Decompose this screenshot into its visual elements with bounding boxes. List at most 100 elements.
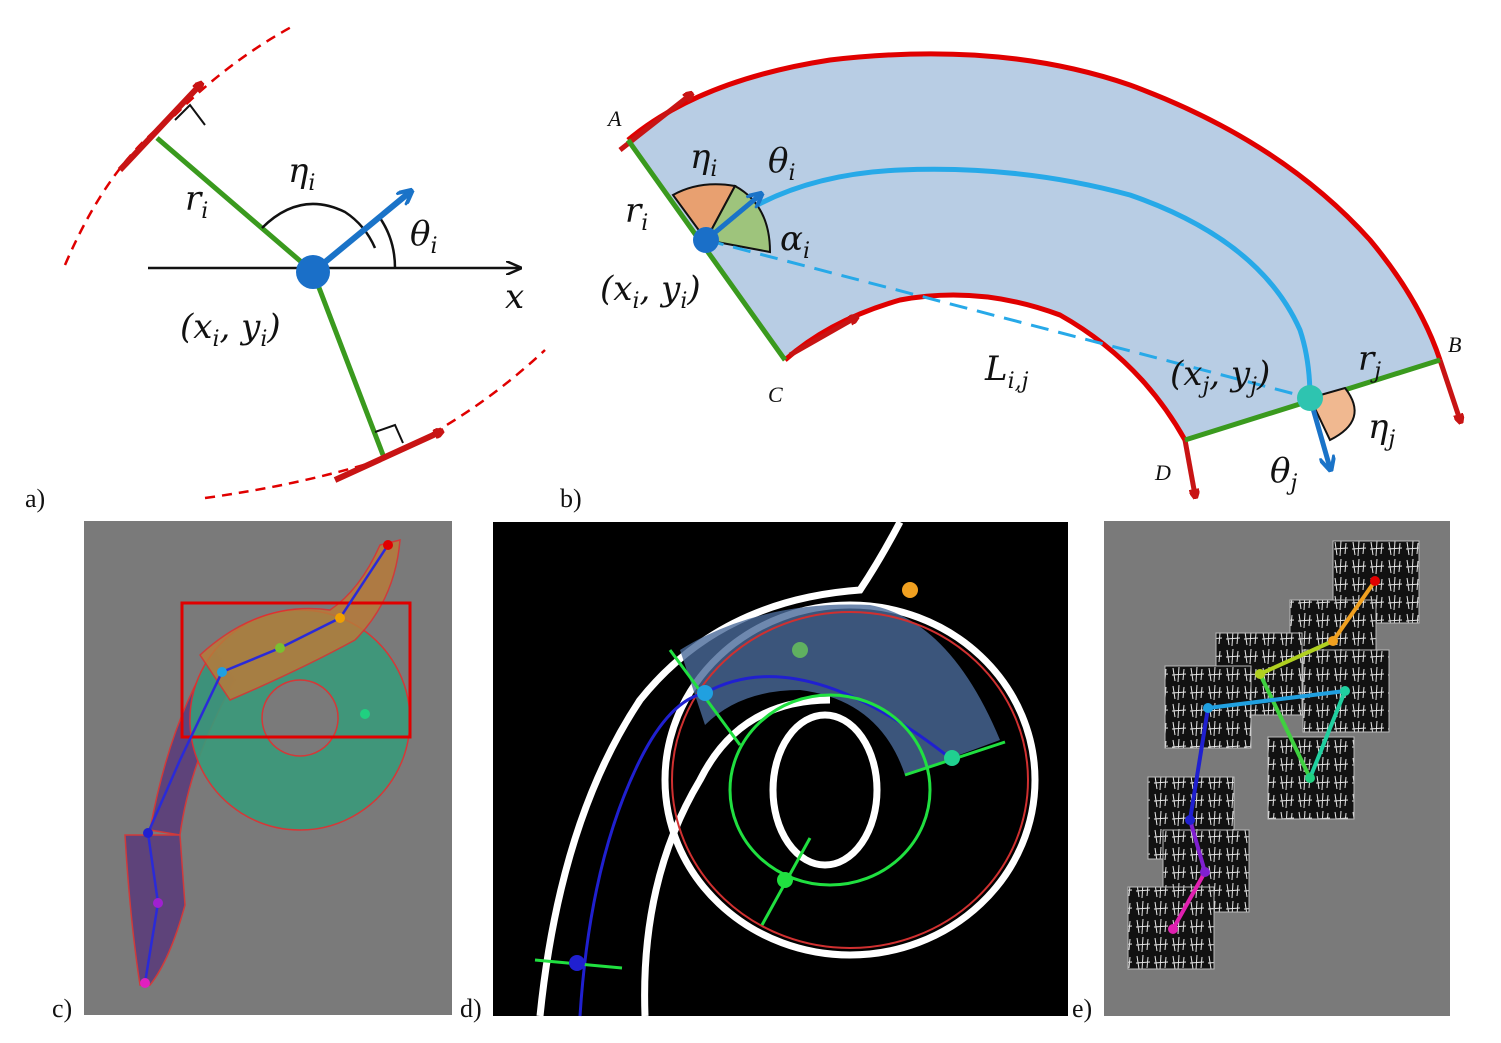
panel-label-d: d) xyxy=(460,994,482,1023)
node-c-7 xyxy=(153,898,163,908)
svg-text:Li,j: Li,j xyxy=(984,349,1029,394)
center-point-i xyxy=(693,227,719,253)
eta-arc xyxy=(261,202,377,249)
svg-text:ri: ri xyxy=(625,191,648,236)
panel-b: A B C D ri ηi θi αi (xi, yi) Li,j (xj, y… xyxy=(600,51,1461,496)
tangent-arrow-top xyxy=(117,85,200,173)
label-L: L xyxy=(984,349,1008,389)
joint-e-5 xyxy=(1305,773,1315,783)
outline-ring-hole xyxy=(769,711,881,869)
heading-arrow xyxy=(311,192,410,275)
bone-e-5 xyxy=(1207,689,1346,710)
eta-i-sector xyxy=(671,183,737,242)
center-point xyxy=(296,255,330,289)
node-d-2 xyxy=(792,642,808,658)
node-d-1 xyxy=(902,582,918,598)
joint-e-7 xyxy=(1185,815,1195,825)
svg-text:ηj: ηj xyxy=(1368,407,1395,452)
joint-e-2 xyxy=(1328,636,1338,646)
radius-lower xyxy=(310,271,386,456)
boundary-arrow-B xyxy=(1437,359,1460,420)
label-pos-i-close: ) xyxy=(686,269,700,309)
label-ri-sub: i xyxy=(641,211,648,236)
label-pos-sub1: i xyxy=(212,327,219,352)
label-pos-i-mid: , y xyxy=(640,269,682,309)
label-rj: r xyxy=(1358,339,1376,379)
label-theta-i: θ xyxy=(768,141,788,181)
label-alpha-i-sub: i xyxy=(803,239,810,264)
svg-text:rj: rj xyxy=(1358,339,1381,384)
label-L-sub: i,j xyxy=(1008,369,1029,394)
svg-text:ri: ri xyxy=(185,179,208,224)
panel-label-c: c) xyxy=(52,994,72,1023)
label-eta-i-sub: i xyxy=(710,157,717,182)
joint-e-6 xyxy=(1203,703,1213,713)
bone-e-1 xyxy=(1331,579,1377,643)
bone-e-8 xyxy=(1171,871,1207,930)
svg-text:ηi: ηi xyxy=(288,151,315,196)
label-theta-i-sub: i xyxy=(788,161,795,186)
label-pos-j-close: ) xyxy=(1256,354,1270,394)
bone-e-7 xyxy=(1188,819,1207,873)
node-c-1 xyxy=(383,540,393,550)
bone-e-3 xyxy=(1258,673,1312,779)
label-alpha-i: α xyxy=(780,219,803,259)
panel-label-b: b) xyxy=(560,484,582,513)
svg-text:θi: θi xyxy=(410,214,438,259)
svg-text:θi: θi xyxy=(768,141,796,186)
right-angle-mark-bottom xyxy=(374,423,404,444)
theta-arc xyxy=(378,217,397,269)
svg-text:αi: αi xyxy=(780,219,810,264)
label-theta: θ xyxy=(410,214,430,254)
label-pos-close: ) xyxy=(266,307,280,347)
tangent-arrow-bottom xyxy=(333,432,440,483)
svg-text:(xi, yi): (xi, yi) xyxy=(180,307,281,352)
label-pos-i-sub1: i xyxy=(632,289,639,314)
joint-e-8 xyxy=(1200,867,1210,877)
boundary-arrow-D xyxy=(1182,439,1195,495)
bone-e-6 xyxy=(1188,707,1210,821)
label-eta-j: η xyxy=(1368,407,1389,447)
label-ri: r xyxy=(625,191,643,231)
panel-label-a: a) xyxy=(25,484,45,513)
node-d-6 xyxy=(569,955,585,971)
node-c-8 xyxy=(140,978,150,988)
panel-label-e: e) xyxy=(1072,994,1092,1023)
label-pos-i-open: (x xyxy=(600,269,632,309)
label-B: B xyxy=(1448,332,1461,357)
contour-ring-red xyxy=(671,611,1029,949)
label-C: C xyxy=(768,382,783,407)
label-eta: η xyxy=(288,151,309,191)
skeleton-ring-green xyxy=(728,693,932,887)
joint-e-9 xyxy=(1168,924,1178,934)
node-c-3 xyxy=(275,643,285,653)
joint-e-4 xyxy=(1340,686,1350,696)
panel-a: ri ηi θi (xi, yi) x xyxy=(63,23,546,500)
boundary-arrow-A xyxy=(618,95,690,152)
skeleton-d xyxy=(578,675,951,1017)
radius-upper xyxy=(155,136,315,274)
node-c-2 xyxy=(335,613,345,623)
right-angle-mark-top xyxy=(174,103,206,126)
label-theta-j: θ xyxy=(1270,451,1290,491)
label-pos-sub2: i xyxy=(260,327,267,352)
node-c-6 xyxy=(143,828,153,838)
hog-patch-9 xyxy=(1127,886,1215,970)
node-d-4 xyxy=(944,750,960,766)
label-eta-i: η xyxy=(690,137,711,177)
label-pos-open: (x xyxy=(180,307,212,347)
panel-e xyxy=(1104,521,1450,1016)
blue-region xyxy=(680,604,1000,775)
label-pos-mid: , y xyxy=(220,307,262,347)
label-x-axis: x xyxy=(505,277,524,317)
outline-outer xyxy=(536,520,904,1017)
node-c-5 xyxy=(217,667,227,677)
label-A: A xyxy=(606,106,622,131)
label-pos-i-sub2: i xyxy=(680,289,687,314)
svg-text:θj: θj xyxy=(1270,451,1297,496)
node-d-3 xyxy=(697,685,713,701)
joint-e-3 xyxy=(1255,669,1265,679)
svg-text:(xi, yi): (xi, yi) xyxy=(600,269,701,314)
label-r-sub: i xyxy=(201,199,208,224)
joint-e-1 xyxy=(1370,576,1380,586)
